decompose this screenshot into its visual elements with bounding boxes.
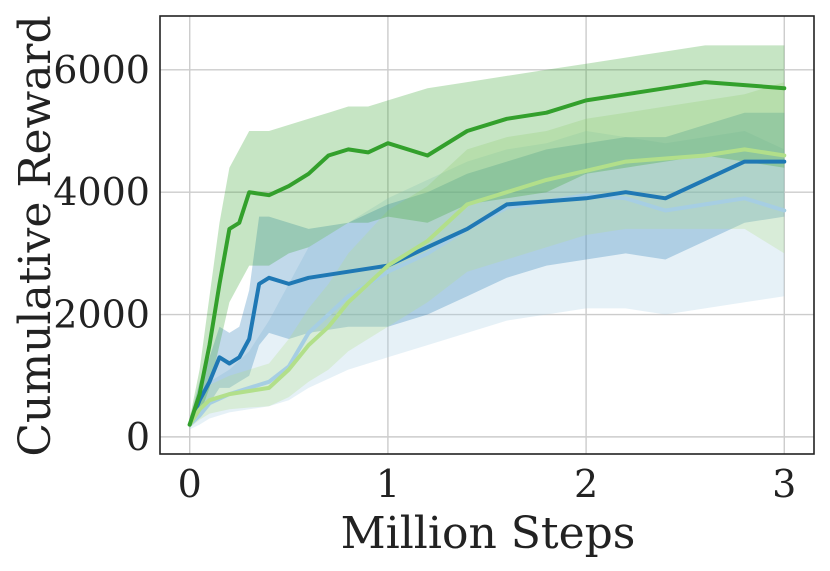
series-4-band	[189, 45, 785, 428]
series-1-band	[189, 131, 785, 430]
x-tick-label: 3	[772, 462, 796, 506]
y-tick-label: 0	[126, 415, 150, 459]
plot-frame	[159, 15, 815, 455]
x-axis-title: Million Steps	[341, 508, 636, 559]
confidence-bands	[189, 45, 785, 430]
y-axis-title: Cumulative Reward	[10, 15, 61, 456]
y-tick-label: 2000	[53, 293, 150, 337]
series-2-line	[187, 159, 787, 427]
x-tick-label: 0	[178, 462, 202, 506]
x-tick-label: 2	[574, 462, 598, 506]
series-3-line	[187, 147, 787, 427]
series-4-line	[187, 80, 787, 427]
x-tick-label: 1	[376, 462, 400, 506]
series-lines	[187, 80, 787, 427]
series-3-band	[189, 82, 785, 428]
x-tick-labels: 0 1 2 3	[178, 462, 797, 506]
y-tick-labels: 0 2000 4000 6000	[53, 48, 150, 459]
series-2-band	[189, 112, 785, 428]
y-tick-label: 6000	[53, 48, 150, 92]
y-tick-label: 4000	[53, 170, 150, 214]
